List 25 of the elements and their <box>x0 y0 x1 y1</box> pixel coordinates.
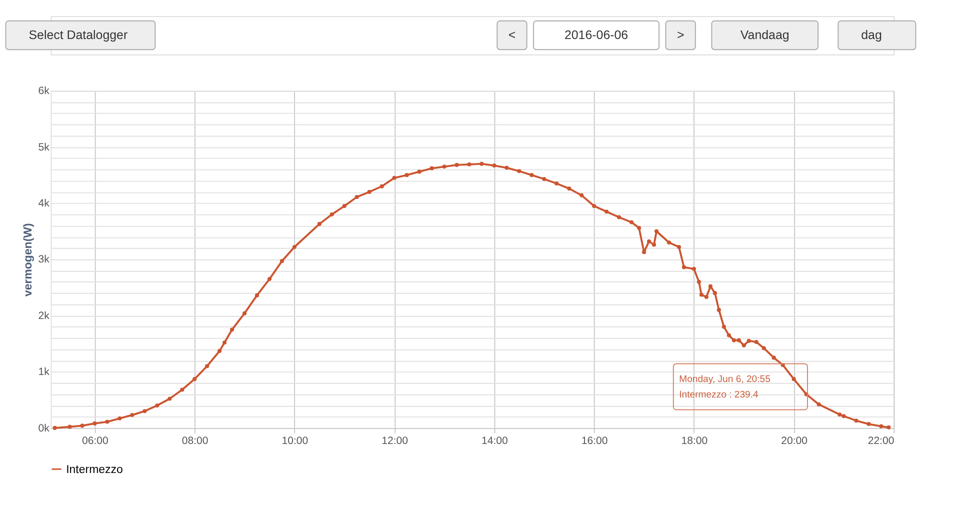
text: Vandaag <box>740 28 790 42</box>
y-tick-label: 3k <box>38 254 50 266</box>
y-tick-label: 6k <box>38 85 50 98</box>
x-tick-label: 18:00 <box>681 434 708 447</box>
annotation: Monday, Jun 6, 20:55 Intermezzo : 239.4 <box>679 374 770 400</box>
x-tick-label: 12:00 <box>382 434 408 447</box>
y-tick-label: 1k <box>38 366 50 378</box>
x-tick-label: 06:00 <box>82 434 108 447</box>
text: dag <box>861 28 882 42</box>
y-tick-label: 2k <box>38 310 50 322</box>
x-tick-label: 16:00 <box>581 434 608 447</box>
text: 2016-06-06 <box>564 28 628 42</box>
text: Select Datalogger <box>28 28 128 42</box>
text: > <box>676 28 684 42</box>
y-tick-label: 4k <box>38 198 50 210</box>
y-tick-label: 0k <box>38 422 50 434</box>
legend-label: Intermezzo <box>66 464 123 476</box>
x-tick-label: 22:00 <box>868 434 894 447</box>
x-tick-label: 10:00 <box>282 434 308 447</box>
y-tick-label: 5k <box>38 141 50 154</box>
x-tick-label: 14:00 <box>482 434 508 447</box>
x-tick-label: 08:00 <box>182 434 208 447</box>
x-tick-label: 20:00 <box>781 434 808 447</box>
y-axis-title: vermogen(W) <box>22 222 34 297</box>
text: < <box>508 28 516 42</box>
